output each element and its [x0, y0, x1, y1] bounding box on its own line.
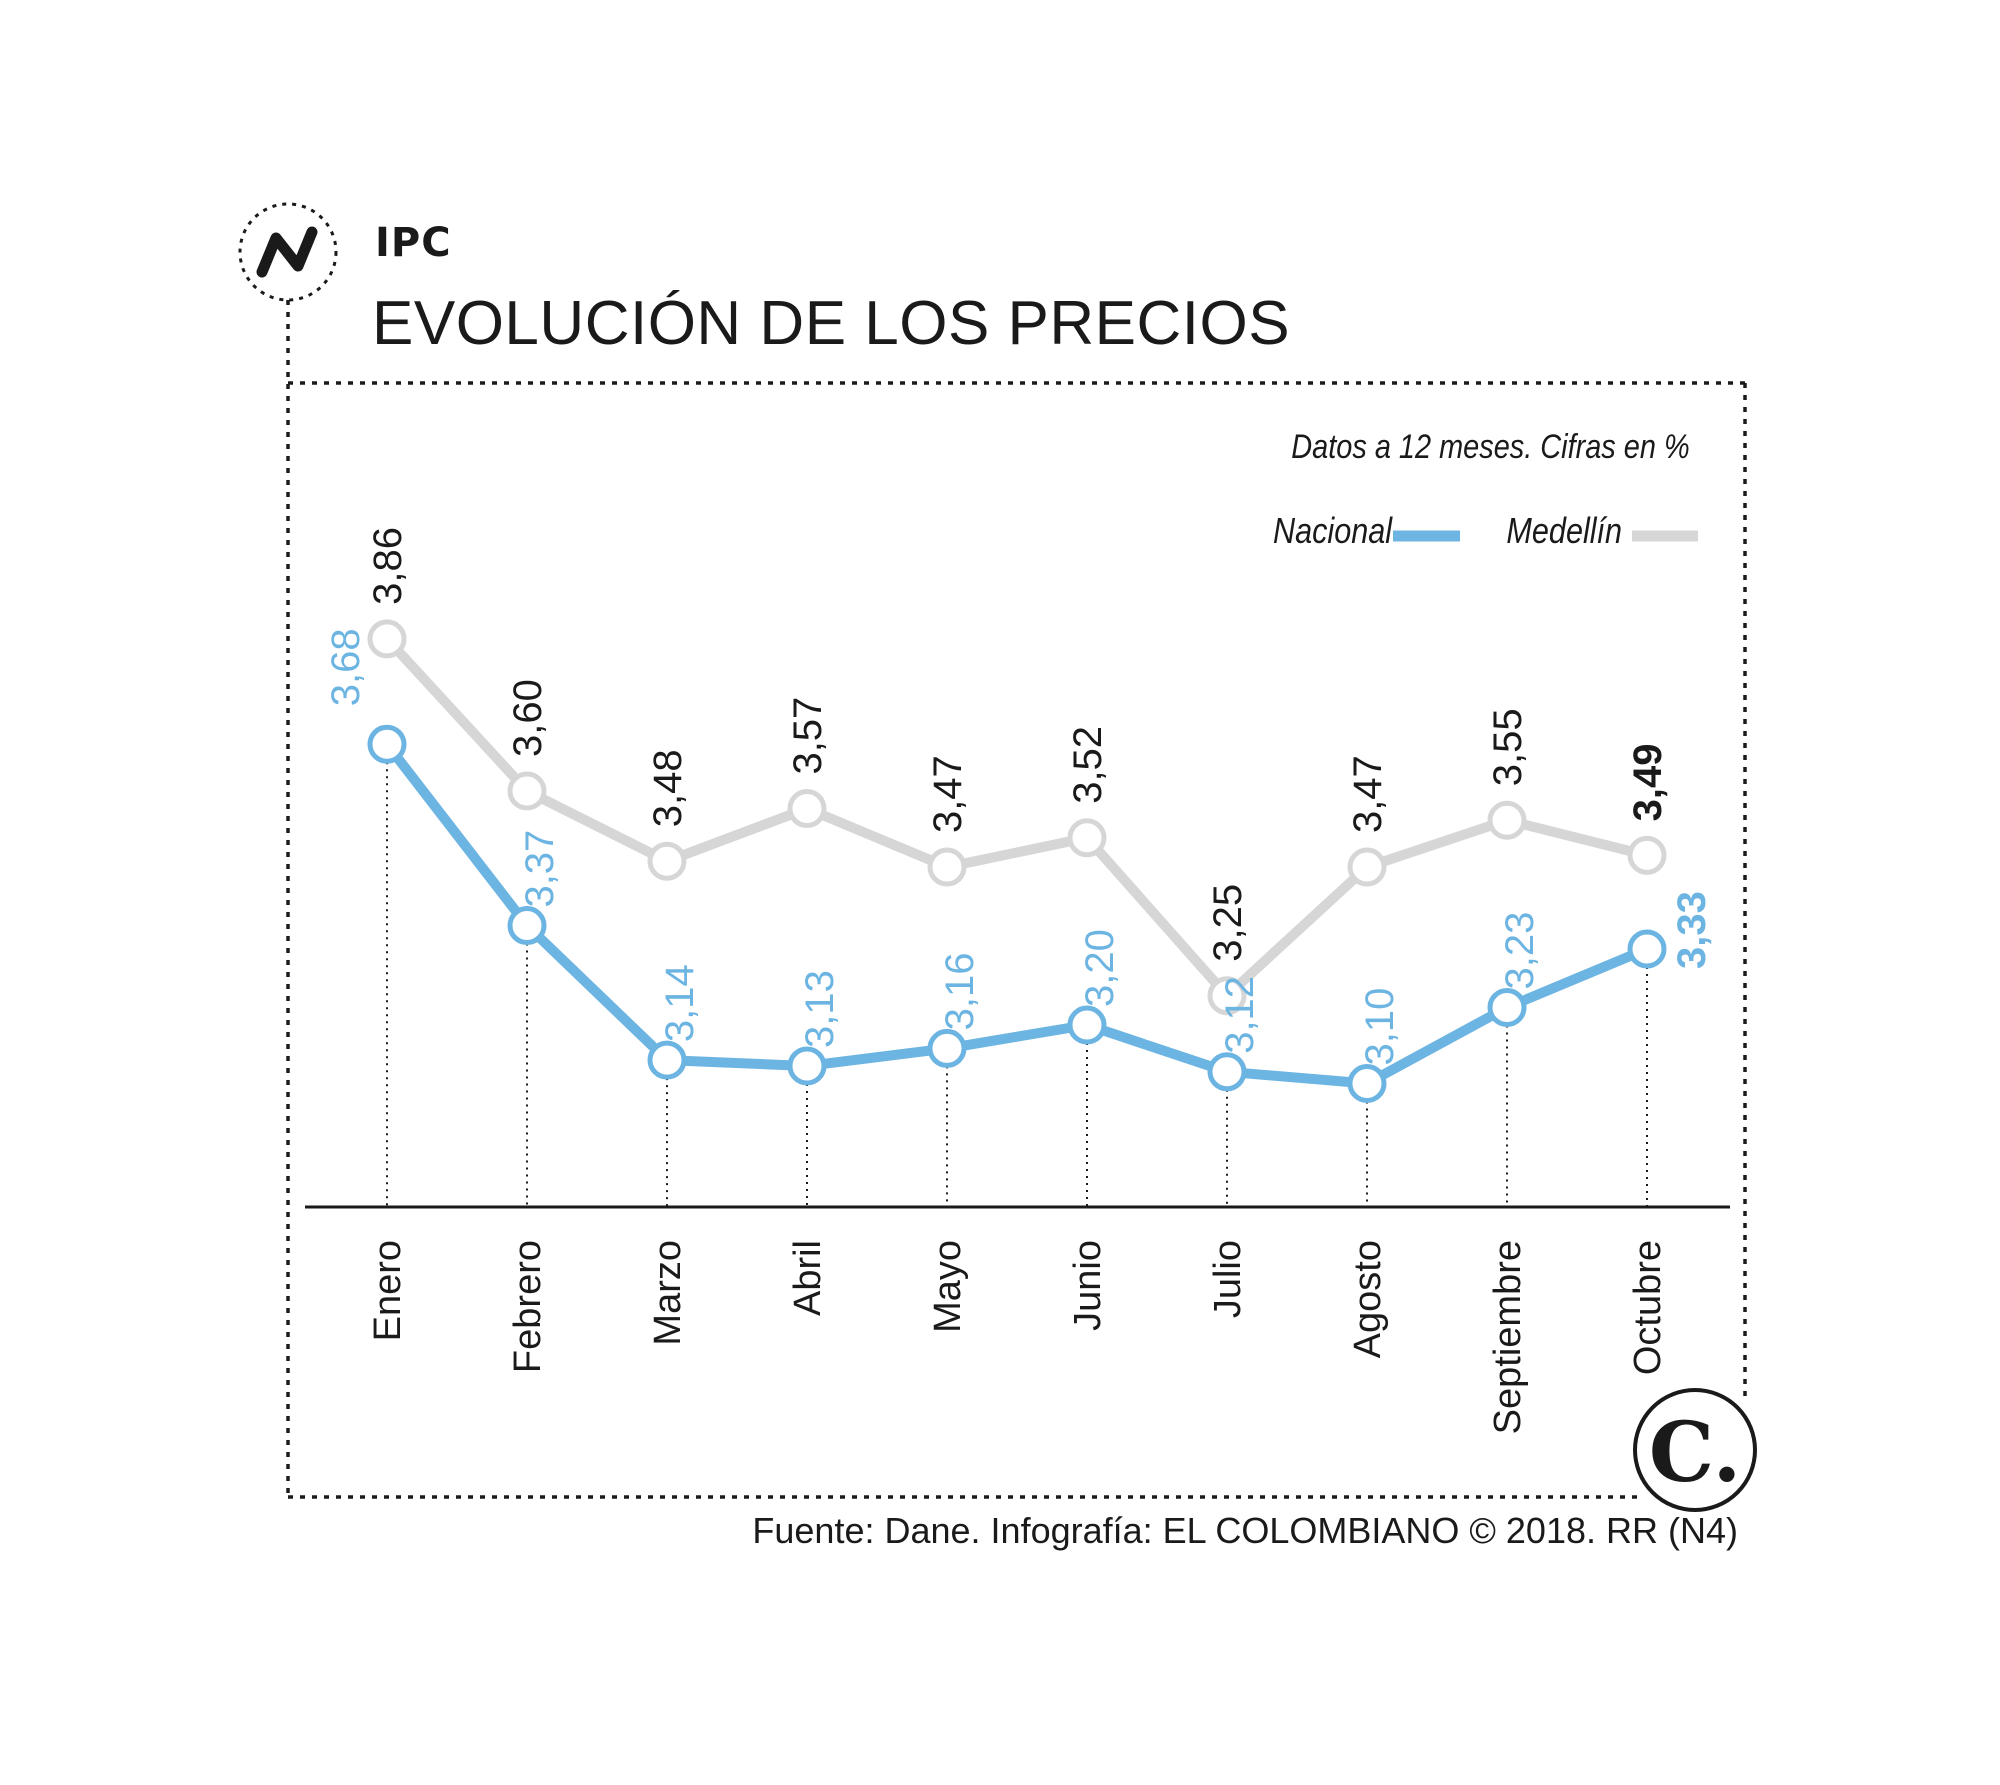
point-medellin: [507, 771, 547, 811]
point-medellin: [367, 619, 407, 659]
value-label-nacional: 3,20: [1078, 929, 1122, 1007]
category-label: Enero: [367, 1240, 409, 1341]
point-medellin: [1627, 835, 1667, 875]
value-label-medellin: 3,52: [1066, 726, 1110, 804]
point-nacional: [1067, 1005, 1107, 1045]
point-medellin: [1487, 800, 1527, 840]
category-label: Abril: [787, 1240, 829, 1316]
value-label-medellin: 3,86: [366, 527, 410, 605]
value-label-medellin: 3,49: [1626, 743, 1670, 821]
point-nacional: [507, 906, 547, 946]
chart-kicker: IPC: [375, 220, 452, 266]
value-label-nacional: 3,14: [658, 964, 702, 1042]
point-nacional: [647, 1040, 687, 1080]
value-label-medellin: 3,57: [786, 697, 830, 775]
series-line-medellin: [383, 635, 1649, 1001]
category-label: Febrero: [507, 1240, 549, 1373]
legend-label-medellin: Medellín: [1506, 510, 1622, 551]
point-nacional: [1207, 1052, 1247, 1092]
plot-area: 3,86 3,60 3,48 3,57 3,47 3,52 3,25 3,47 3,55 3,49…: [324, 527, 1714, 1434]
value-label-nacional: 3,33: [1670, 891, 1714, 969]
point-nacional: [367, 724, 407, 764]
chart-title: EVOLUCIÓN DE LOS PRECIOS: [372, 289, 1291, 358]
dotted-frame: [286, 300, 1747, 1500]
value-label-medellin: 3,48: [646, 749, 690, 827]
point-medellin: [787, 789, 827, 829]
category-label: Agosto: [1347, 1240, 1389, 1358]
svg-text:C.: C.: [1649, 1405, 1741, 1501]
value-label-medellin: 3,47: [926, 755, 970, 833]
category-label: Julio: [1207, 1240, 1249, 1318]
value-label-nacional: 3,37: [518, 830, 562, 908]
point-nacional: [927, 1028, 967, 1068]
value-label-nacional: 3,10: [1358, 988, 1402, 1066]
point-medellin: [927, 847, 967, 887]
value-label-medellin: 3,25: [1206, 884, 1250, 962]
chart-subtitle: Datos a 12 meses. Cifras en %: [1291, 428, 1690, 466]
point-medellin: [1347, 847, 1387, 887]
series-line-nacional: [383, 741, 1649, 1089]
el-colombiano-logo: C.: [1633, 1388, 1757, 1512]
category-label: Septiembre: [1487, 1240, 1529, 1434]
point-medellin: [1067, 818, 1107, 858]
category-label: Junio: [1067, 1240, 1109, 1331]
value-label-nacional: 3,68: [324, 628, 368, 706]
value-label-nacional: 3,16: [938, 953, 982, 1031]
point-nacional: [1627, 929, 1667, 969]
category-label: Marzo: [647, 1240, 689, 1346]
legend-label-nacional: Nacional: [1272, 510, 1392, 551]
value-label-medellin: 3,60: [506, 679, 550, 757]
point-medellin: [1207, 976, 1247, 1016]
value-label-nacional: 3,13: [798, 970, 842, 1048]
trend-n-icon: [238, 202, 338, 302]
category-label: Octubre: [1627, 1240, 1669, 1375]
value-label-nacional: 3,12: [1218, 976, 1262, 1054]
point-medellin: [647, 841, 687, 881]
point-nacional: [787, 1046, 827, 1086]
value-label-medellin: 3,47: [1346, 755, 1390, 833]
source-note: Fuente: Dane. Infografía: EL COLOMBIANO …: [752, 1510, 1738, 1551]
point-nacional: [1347, 1064, 1387, 1103]
value-label-medellin: 3,55: [1486, 708, 1530, 786]
value-label-nacional: 3,23: [1498, 912, 1542, 990]
point-nacional: [1487, 987, 1527, 1027]
category-label: Mayo: [927, 1240, 969, 1333]
